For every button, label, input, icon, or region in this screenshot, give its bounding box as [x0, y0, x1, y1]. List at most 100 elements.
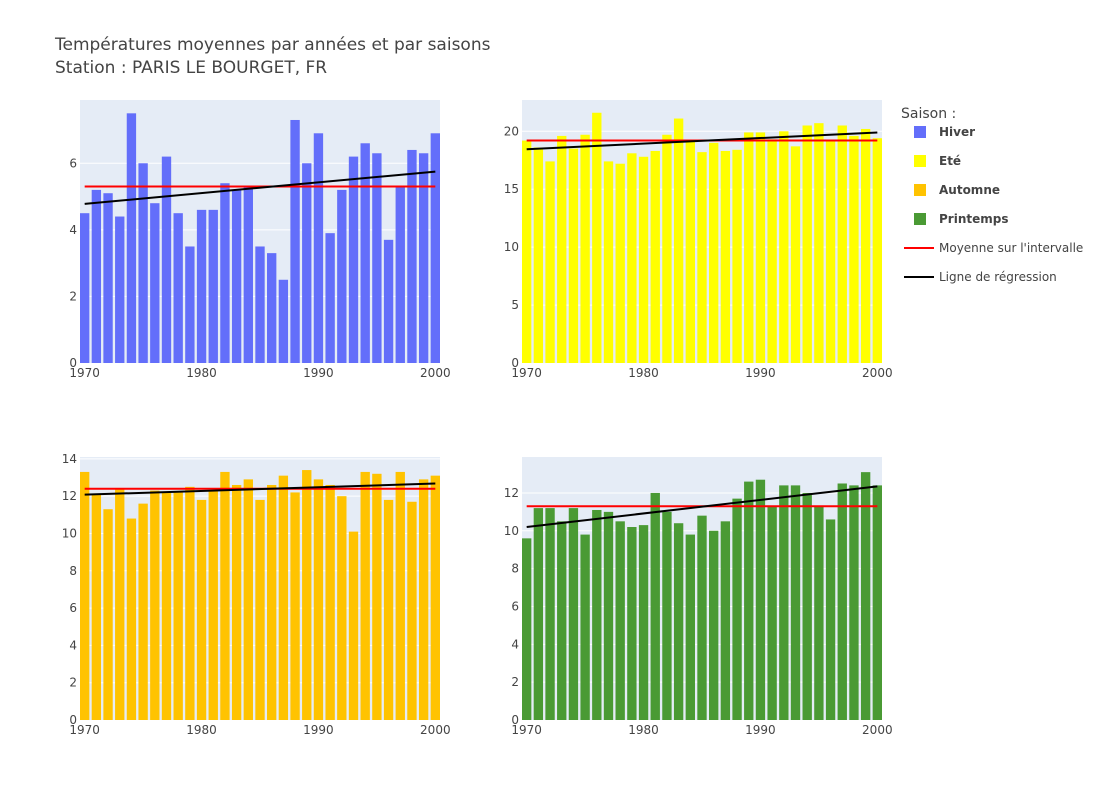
- bar[interactable]: [372, 153, 382, 363]
- bar[interactable]: [603, 161, 614, 363]
- bar[interactable]: [533, 147, 544, 363]
- legend-item[interactable]: Eté: [914, 154, 961, 168]
- bar[interactable]: [592, 509, 602, 720]
- bar[interactable]: [568, 508, 579, 720]
- bar[interactable]: [860, 472, 871, 720]
- bar[interactable]: [814, 123, 824, 363]
- bar[interactable]: [418, 479, 429, 720]
- bar[interactable]: [814, 506, 824, 720]
- bar[interactable]: [208, 209, 218, 363]
- bar[interactable]: [302, 470, 312, 720]
- bar[interactable]: [278, 475, 289, 720]
- bar[interactable]: [790, 146, 801, 363]
- legend-item[interactable]: Hiver: [914, 125, 975, 139]
- bar[interactable]: [720, 521, 731, 720]
- bar[interactable]: [568, 148, 579, 363]
- bar[interactable]: [173, 213, 183, 363]
- bar[interactable]: [860, 128, 871, 363]
- bar[interactable]: [185, 486, 195, 720]
- bar[interactable]: [615, 163, 625, 363]
- bar[interactable]: [580, 534, 590, 720]
- bar[interactable]: [325, 484, 335, 720]
- bar[interactable]: [802, 125, 812, 363]
- bar[interactable]: [709, 530, 719, 720]
- bar[interactable]: [557, 521, 567, 720]
- bar[interactable]: [685, 141, 695, 363]
- bar[interactable]: [673, 118, 684, 363]
- bar[interactable]: [407, 501, 417, 720]
- bar[interactable]: [243, 186, 253, 363]
- bar[interactable]: [430, 133, 440, 363]
- bar[interactable]: [185, 246, 195, 363]
- bar[interactable]: [849, 135, 859, 363]
- bar[interactable]: [545, 508, 555, 720]
- bar[interactable]: [580, 134, 590, 363]
- bar[interactable]: [662, 134, 672, 363]
- bar[interactable]: [650, 150, 660, 363]
- bar[interactable]: [103, 509, 113, 720]
- bar[interactable]: [825, 140, 836, 363]
- bar[interactable]: [255, 499, 265, 720]
- bar[interactable]: [337, 189, 347, 363]
- bar[interactable]: [372, 473, 382, 720]
- bar[interactable]: [383, 239, 394, 363]
- bar[interactable]: [755, 132, 766, 363]
- bar[interactable]: [150, 490, 160, 720]
- bar[interactable]: [744, 132, 754, 363]
- bar[interactable]: [407, 149, 417, 363]
- legend-item[interactable]: Ligne de régression: [904, 270, 1057, 284]
- bar[interactable]: [837, 125, 847, 363]
- bar[interactable]: [313, 133, 324, 363]
- bar[interactable]: [302, 163, 312, 363]
- bar[interactable]: [255, 246, 265, 363]
- bar[interactable]: [220, 183, 230, 363]
- bar[interactable]: [697, 515, 707, 720]
- bar[interactable]: [91, 494, 102, 720]
- bar[interactable]: [767, 139, 777, 363]
- bar[interactable]: [673, 523, 684, 720]
- bar[interactable]: [557, 135, 567, 363]
- bar[interactable]: [732, 149, 742, 363]
- bar[interactable]: [150, 203, 160, 363]
- legend-item[interactable]: Moyenne sur l'intervalle: [904, 241, 1083, 255]
- bar[interactable]: [872, 485, 882, 720]
- bar[interactable]: [196, 499, 207, 720]
- bar[interactable]: [290, 492, 300, 720]
- bar[interactable]: [872, 138, 882, 363]
- bar[interactable]: [115, 216, 125, 363]
- bar[interactable]: [138, 163, 148, 363]
- bar[interactable]: [418, 153, 429, 363]
- bar[interactable]: [290, 119, 300, 363]
- bar[interactable]: [220, 471, 230, 720]
- bar[interactable]: [825, 519, 836, 720]
- bar[interactable]: [337, 496, 347, 720]
- bar[interactable]: [592, 112, 602, 363]
- bar[interactable]: [779, 485, 789, 720]
- bar[interactable]: [278, 279, 289, 363]
- bar[interactable]: [522, 538, 532, 720]
- bar[interactable]: [80, 471, 90, 720]
- bar[interactable]: [348, 156, 359, 363]
- bar[interactable]: [173, 492, 183, 720]
- bar[interactable]: [638, 156, 649, 363]
- bar[interactable]: [360, 143, 370, 363]
- bar[interactable]: [545, 161, 555, 363]
- bar[interactable]: [615, 521, 625, 720]
- bar[interactable]: [603, 511, 614, 720]
- bar[interactable]: [709, 142, 719, 363]
- bar[interactable]: [348, 531, 359, 720]
- bar[interactable]: [161, 156, 172, 363]
- bar[interactable]: [533, 508, 544, 720]
- bar[interactable]: [662, 511, 672, 720]
- bar[interactable]: [627, 153, 637, 363]
- bar[interactable]: [103, 193, 113, 363]
- bar[interactable]: [313, 479, 324, 720]
- bar[interactable]: [627, 527, 637, 720]
- bar[interactable]: [231, 484, 242, 720]
- bar[interactable]: [231, 189, 242, 363]
- bar[interactable]: [91, 189, 102, 363]
- bar[interactable]: [744, 481, 754, 720]
- bar[interactable]: [767, 506, 777, 720]
- bar[interactable]: [126, 518, 137, 720]
- legend-item[interactable]: Automne: [914, 183, 1000, 197]
